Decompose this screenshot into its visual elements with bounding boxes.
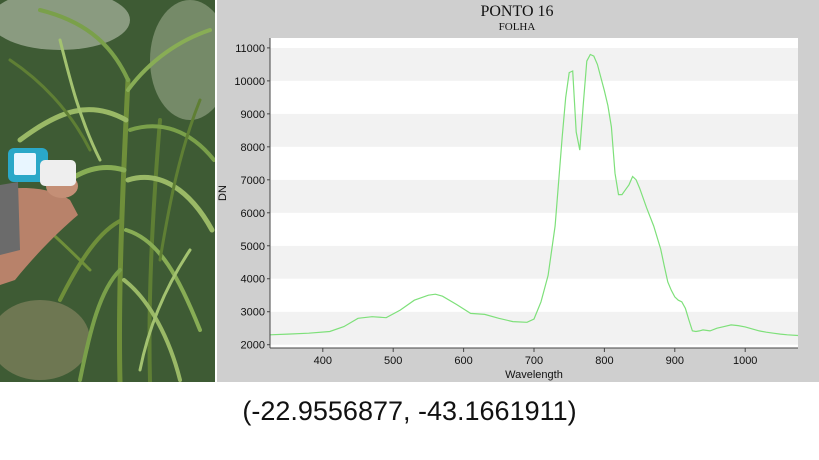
chart-subtitle: FOLHA (499, 21, 536, 33)
spectrum-chart: PONTO 16 FOLHA 2000 3000 4000 5000 6000 7000 8… (217, 0, 819, 382)
y-tick-label: 9000 (241, 109, 265, 121)
y-axis-label: DN (217, 185, 229, 201)
plot-band (270, 311, 798, 345)
x-tick-label: 800 (595, 355, 613, 367)
plot-band (270, 245, 798, 279)
x-tick-label: 700 (525, 355, 543, 367)
x-tick-label: 900 (666, 355, 684, 367)
plot-band (270, 38, 798, 48)
y-tick-label: 7000 (241, 175, 265, 187)
coordinates-caption: (-22.9556877, -43.1661911) (242, 396, 577, 426)
x-tick-label: 600 (454, 355, 472, 367)
plot-band (270, 146, 798, 180)
y-tick-label: 5000 (241, 241, 265, 253)
x-axis-label: Wavelength (505, 369, 563, 381)
plot-band (270, 344, 798, 348)
spectrum-chart-svg: PONTO 16 FOLHA 2000 3000 4000 5000 6000 7000 8… (217, 3, 799, 381)
plot-band (270, 179, 798, 213)
y-tick-label: 10000 (234, 76, 265, 88)
y-tick-label: 4000 (241, 274, 265, 286)
chart-title: PONTO 16 (480, 3, 553, 20)
plot-band (270, 113, 798, 147)
y-tick-label: 11000 (235, 43, 265, 55)
palm-leaf-photo-art (0, 0, 215, 382)
x-tick-label: 1000 (733, 355, 757, 367)
y-tick-label: 2000 (241, 340, 265, 352)
spectroradiometer-icon (8, 148, 78, 188)
y-tick-label: 8000 (241, 142, 265, 154)
y-tick-label: 6000 (241, 208, 265, 220)
plot-band (270, 212, 798, 246)
plot-band (270, 80, 798, 114)
plot-band (270, 278, 798, 312)
plot-band (270, 47, 798, 81)
x-tick-label: 400 (314, 355, 332, 367)
palm-leaf-photo (0, 0, 215, 382)
spectrum-series-line (269, 53, 799, 337)
x-tick-label: 500 (384, 355, 402, 367)
y-tick-label: 3000 (241, 307, 265, 319)
